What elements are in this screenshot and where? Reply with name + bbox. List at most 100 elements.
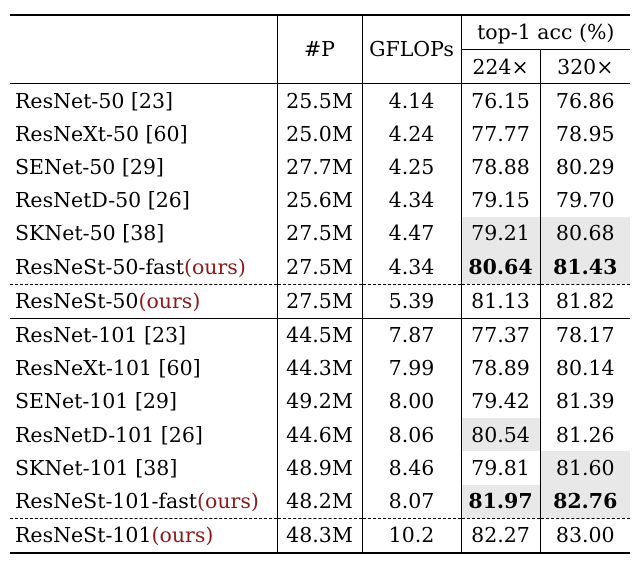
ours-tag: (ours): [183, 254, 246, 279]
acc224-cell: 78.89: [460, 351, 540, 386]
method-cell: ResNetD-50 [26]: [10, 184, 277, 217]
params-cell: 44.3M: [276, 351, 362, 386]
gflops-cell: 4.47: [361, 217, 461, 251]
acc224-cell: 79.81: [460, 451, 540, 485]
method-name: ResNet-101 [23]: [15, 323, 187, 348]
table-row: ResNet-101 [23] 44.5M 7.87 77.37 78.17: [10, 317, 630, 352]
method-cell: SENet-101 [29]: [10, 385, 277, 418]
method-cell: ResNeSt-50(ours): [10, 283, 277, 319]
method-cell: ResNet-50 [23]: [10, 83, 277, 118]
subheader-row: 224× 320×: [10, 49, 630, 84]
params-cell: 27.5M: [276, 283, 362, 319]
acc320-cell: 81.60: [539, 451, 630, 485]
table-row: SENet-50 [29] 27.7M 4.25 78.88 80.29: [10, 150, 630, 184]
acc224-cell: 81.97: [460, 484, 540, 519]
acc224-cell: 78.88: [460, 150, 540, 184]
table-row: ResNet-50 [23] 25.5M 4.14 76.15 76.86: [10, 83, 630, 118]
gflops-cell: 8.06: [361, 418, 461, 452]
params-cell: 27.5M: [276, 250, 362, 284]
gflops-cell: 8.07: [361, 484, 461, 519]
acc320-cell: 81.43: [539, 250, 630, 284]
gflops-cell: 8.00: [361, 385, 461, 419]
gflops-header: GFLOPs: [361, 14, 461, 84]
results-table: #P GFLOPs top-1 acc (%) 224× 320× ResNet…: [10, 14, 630, 554]
method-name: ResNetD-50 [26]: [15, 188, 190, 213]
res-224-header: 224×: [460, 49, 540, 84]
table-row: ResNetD-50 [26] 25.6M 4.34 79.15 79.70: [10, 183, 630, 218]
acc320-cell: 78.95: [539, 117, 630, 151]
accuracy-header: top-1 acc (%): [460, 14, 630, 51]
params-cell: 25.6M: [276, 183, 362, 218]
method-name: SENet-101 [29]: [15, 389, 177, 414]
method-name: ResNeXt-101 [60]: [15, 356, 201, 381]
gflops-cell: 8.46: [361, 451, 461, 485]
method-name: ResNeXt-50 [60]: [15, 121, 188, 146]
params-cell: 44.6M: [276, 418, 362, 452]
table-row: SKNet-101 [38] 48.9M 8.46 79.81 81.60: [10, 451, 630, 485]
method-header: [10, 14, 277, 84]
method-name: SKNet-101 [38]: [15, 455, 178, 480]
params-cell: 48.9M: [276, 451, 362, 485]
acc320-cell: 76.86: [539, 83, 630, 118]
params-cell: 49.2M: [276, 385, 362, 419]
table-row: ResNeSt-101-fast(ours) 48.2M 8.07 81.97 …: [10, 484, 630, 519]
acc224-cell: 77.77: [460, 117, 540, 151]
method-name: SENet-50 [29]: [15, 155, 164, 180]
params-header: #P: [276, 14, 362, 84]
acc224-cell: 80.64: [460, 250, 540, 284]
params-cell: 25.0M: [276, 117, 362, 151]
table-row: ResNeSt-50(ours) 27.5M 5.39 81.13 81.82: [10, 283, 630, 319]
method-cell: ResNeSt-50-fast(ours): [10, 250, 277, 284]
method-cell: ResNetD-101 [26]: [10, 418, 277, 451]
gflops-cell: 4.25: [361, 150, 461, 184]
acc320-cell: 81.39: [539, 385, 630, 419]
acc224-cell: 79.21: [460, 217, 540, 251]
method-cell: ResNeSt-101-fast(ours): [10, 485, 277, 519]
gflops-cell: 4.34: [361, 250, 461, 284]
acc224-cell: 81.13: [460, 283, 540, 319]
table-row: ResNetD-101 [26] 44.6M 8.06 80.54 81.26: [10, 418, 630, 452]
method-name: SKNet-50 [38]: [15, 221, 165, 246]
acc224-cell: 80.54: [460, 418, 540, 452]
res-320-header: 320×: [539, 49, 630, 84]
gflops-cell: 4.14: [361, 83, 461, 118]
gflops-cell: 7.99: [361, 351, 461, 386]
acc320-cell: 80.14: [539, 351, 630, 386]
acc224-cell: 82.27: [460, 517, 540, 554]
acc320-cell: 81.26: [539, 418, 630, 452]
gflops-cell: 5.39: [361, 283, 461, 319]
acc224-cell: 76.15: [460, 83, 540, 118]
acc320-cell: 80.68: [539, 217, 630, 251]
gflops-cell: 4.34: [361, 183, 461, 218]
method-name: ResNeSt-101-fast: [15, 488, 197, 513]
ours-tag: (ours): [138, 288, 201, 313]
params-cell: 27.7M: [276, 150, 362, 184]
acc224-cell: 79.42: [460, 385, 540, 419]
acc320-cell: 80.29: [539, 150, 630, 184]
method-cell: SKNet-50 [38]: [10, 217, 277, 250]
method-name: ResNeSt-50-fast: [15, 254, 184, 279]
gflops-cell: 10.2: [361, 517, 461, 554]
method-name: ResNetD-101 [26]: [15, 422, 203, 447]
table-row: SKNet-50 [38] 27.5M 4.47 79.21 80.68: [10, 217, 630, 251]
method-cell: ResNeXt-50 [60]: [10, 118, 277, 151]
header-row: #P GFLOPs top-1 acc (%): [10, 14, 630, 84]
params-cell: 25.5M: [276, 83, 362, 118]
table-row: ResNeSt-50-fast(ours) 27.5M 4.34 80.64 8…: [10, 250, 630, 284]
method-cell: ResNeSt-101(ours): [10, 517, 277, 554]
params-cell: 27.5M: [276, 217, 362, 251]
gflops-cell: 7.87: [361, 317, 461, 352]
acc224-cell: 77.37: [460, 317, 540, 352]
ours-tag: (ours): [197, 488, 259, 513]
table-row: ResNeXt-101 [60] 44.3M 7.99 78.89 80.14: [10, 351, 630, 386]
method-name: ResNeSt-50: [15, 288, 139, 313]
method-cell: SKNet-101 [38]: [10, 451, 277, 484]
acc224-cell: 79.15: [460, 183, 540, 218]
params-cell: 48.2M: [276, 484, 362, 519]
method-cell: ResNeXt-101 [60]: [10, 352, 277, 385]
acc320-cell: 79.70: [539, 183, 630, 218]
table-row: ResNeXt-50 [60] 25.0M 4.24 77.77 78.95: [10, 117, 630, 151]
method-name: ResNeSt-101: [15, 523, 152, 548]
acc320-cell: 81.82: [539, 283, 630, 319]
params-cell: 44.5M: [276, 317, 362, 352]
